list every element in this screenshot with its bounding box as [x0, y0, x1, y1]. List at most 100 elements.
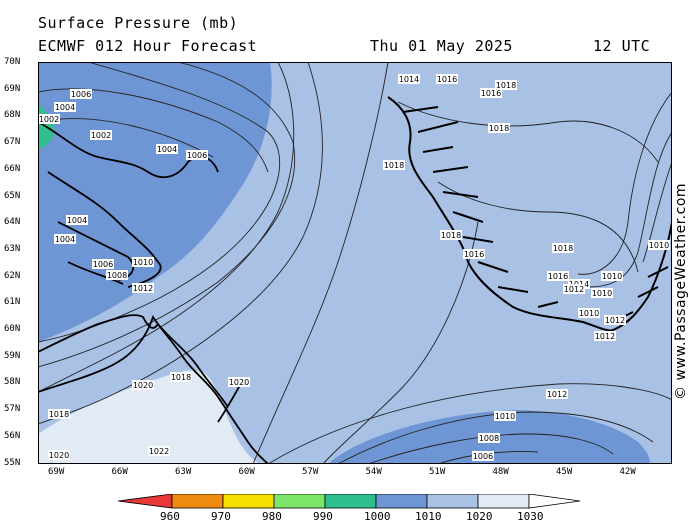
colorbar-tick-980: 980	[262, 510, 282, 523]
svg-text:1010: 1010	[649, 241, 669, 250]
lat-tick-66N: 66N	[4, 163, 21, 174]
lon-tick-42W: 42W	[619, 467, 636, 477]
isobar-label: 1018	[383, 160, 405, 170]
lat-tick-55N: 55N	[4, 457, 21, 468]
isobar-label: 1018	[552, 243, 574, 253]
svg-text:1012: 1012	[605, 316, 625, 325]
svg-text:1018: 1018	[49, 410, 69, 419]
map-border	[38, 62, 672, 464]
isobar-label: 1010	[494, 411, 516, 421]
lon-tick-60W: 60W	[238, 467, 255, 477]
colorbar-segment	[222, 494, 275, 509]
svg-text:1004: 1004	[157, 145, 177, 154]
svg-text:1018: 1018	[496, 81, 516, 90]
colorbar-tick-960: 960	[160, 510, 180, 523]
svg-text:1018: 1018	[171, 373, 191, 382]
lat-tick-58N: 58N	[4, 377, 21, 388]
svg-text:1016: 1016	[464, 250, 484, 259]
lat-tick-70N: 70N	[4, 57, 21, 67]
lon-tick-66W: 66W	[111, 467, 128, 477]
isobar-label: 1008	[106, 270, 128, 280]
isobar-label: 1020	[48, 450, 70, 460]
isobar-label: 1016	[436, 74, 458, 84]
model-label: ECMWF 012 Hour Forecast	[38, 37, 258, 55]
isobar-label: 1020	[132, 380, 154, 390]
colorbar-segment	[118, 494, 173, 509]
svg-text:1018: 1018	[441, 231, 461, 240]
isobar-label: 1016	[480, 88, 502, 98]
isobar-label: 1002	[90, 130, 112, 140]
colorbar-segment	[375, 494, 428, 509]
isobar-label: 1010	[601, 271, 623, 281]
colorbar-segment	[273, 494, 326, 509]
svg-text:1018: 1018	[384, 161, 404, 170]
svg-text:1020: 1020	[49, 451, 69, 460]
forecast-date: Thu 01 May 2025	[370, 37, 513, 55]
isobar-label: 1006	[186, 150, 208, 160]
svg-text:1012: 1012	[564, 285, 584, 294]
svg-text:1006: 1006	[187, 151, 207, 160]
svg-text:1004: 1004	[67, 216, 87, 225]
svg-text:1010: 1010	[579, 309, 599, 318]
isobar-label: 1006	[92, 259, 114, 269]
isobar-label: 1018	[495, 80, 517, 90]
lon-tick-54W: 54W	[365, 467, 382, 477]
lon-tick-51W: 51W	[429, 467, 446, 477]
isobar-label: 1012	[546, 389, 568, 399]
colorbar-segment	[477, 494, 530, 509]
svg-text:1006: 1006	[93, 260, 113, 269]
lat-tick-60N: 60N	[4, 324, 21, 334]
isobar-label: 1010	[648, 240, 670, 250]
colorbar-segment	[171, 494, 224, 509]
isobar-label: 1012	[563, 284, 585, 294]
svg-text:1014: 1014	[399, 75, 419, 84]
svg-text:1012: 1012	[133, 284, 153, 293]
svg-text:1004: 1004	[55, 103, 75, 112]
colorbar-tick-1020: 1020	[466, 510, 493, 523]
map-title: Surface Pressure (mb)	[38, 14, 239, 32]
isobar-label: 1006	[472, 451, 494, 461]
isobar-label: 1012	[594, 331, 616, 341]
svg-text:1008: 1008	[107, 271, 127, 280]
colorbar-segment	[324, 494, 377, 509]
isobar-label: 1014	[398, 74, 420, 84]
svg-text:1012: 1012	[547, 390, 567, 399]
svg-text:1008: 1008	[479, 434, 499, 443]
lon-tick-45W: 45W	[556, 467, 573, 477]
isobar-label: 1008	[478, 433, 500, 443]
isobar-label: 1018	[170, 372, 192, 382]
svg-text:1022: 1022	[149, 447, 169, 456]
colorbar-tick-1030: 1030	[517, 510, 544, 523]
svg-text:1010: 1010	[495, 412, 515, 421]
isobar-label: 1012	[604, 315, 626, 325]
isobar-label: 1018	[48, 409, 70, 419]
svg-text:1006: 1006	[71, 90, 91, 99]
isobar-label: 1010	[132, 257, 154, 267]
lon-tick-48W: 48W	[492, 467, 509, 477]
lon-tick-57W: 57W	[302, 467, 319, 477]
isobar-label: 1020	[228, 377, 250, 387]
pressure-map: 1006 1004 1002 1002 1004 1006 1004 1004 1006 1008…	[38, 62, 672, 464]
lat-tick-69N: 69N	[4, 83, 21, 94]
forecast-time: 12 UTC	[593, 37, 651, 55]
lat-tick-57N: 57N	[4, 404, 21, 415]
isobar-label: 1004	[54, 102, 76, 112]
isobar-label: 1004	[54, 234, 76, 244]
lat-tick-65N: 65N	[4, 190, 21, 201]
colorbar-tick-970: 970	[211, 510, 231, 523]
lat-tick-61N: 61N	[4, 297, 21, 308]
svg-text:1018: 1018	[553, 244, 573, 253]
lon-tick-69W: 69W	[48, 467, 65, 477]
isobar-label: 1006	[70, 89, 92, 99]
isobar-label: 1004	[66, 215, 88, 225]
svg-text:1012: 1012	[595, 332, 615, 341]
svg-text:1016: 1016	[548, 272, 568, 281]
colorbar	[118, 494, 581, 509]
isobar-label: 1018	[488, 123, 510, 133]
isobar-label: 1016	[547, 271, 569, 281]
lat-tick-68N: 68N	[4, 110, 21, 121]
svg-text:1020: 1020	[229, 378, 249, 387]
lon-tick-63W: 63W	[175, 467, 192, 477]
isobar-label: 1022	[148, 446, 170, 456]
svg-text:1004: 1004	[55, 235, 75, 244]
